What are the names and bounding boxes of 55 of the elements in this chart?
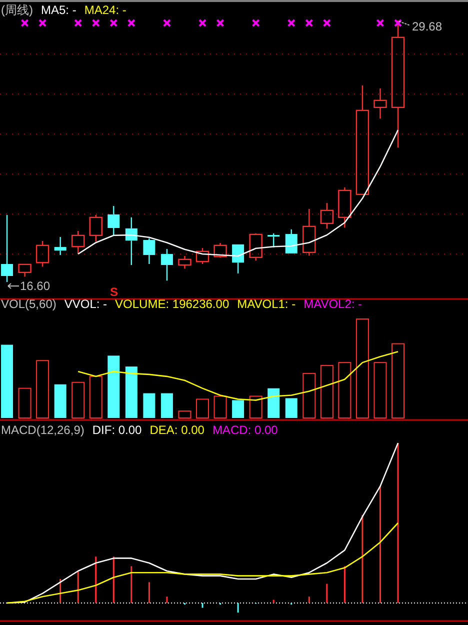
candlestick xyxy=(18,264,32,278)
candlestick xyxy=(338,186,352,228)
bar xyxy=(374,362,387,418)
candlestick xyxy=(54,236,66,256)
bar xyxy=(72,382,85,418)
candlestick xyxy=(268,232,280,248)
bar xyxy=(36,360,50,418)
annotation: MA24: - xyxy=(84,3,126,17)
bar xyxy=(214,396,227,418)
chart-title: VOL(5,60) xyxy=(1,297,56,311)
bar xyxy=(320,365,334,418)
bar xyxy=(196,398,209,418)
chart-title: MACD(12,26,9) xyxy=(1,423,84,437)
bar xyxy=(108,356,120,418)
bar xyxy=(338,362,352,418)
annotation: VOLUME: 196236.00 xyxy=(115,297,230,311)
candlestick xyxy=(356,84,370,195)
candlestick xyxy=(71,230,85,255)
bar xyxy=(54,384,66,418)
bar xyxy=(302,372,316,418)
candlestick xyxy=(160,248,173,282)
text: MACD: 0.00 xyxy=(212,423,278,437)
text: DEA: 0.00 xyxy=(150,423,205,437)
annotation: MAVOL1: - xyxy=(237,297,296,311)
candlestick xyxy=(214,242,227,258)
bar xyxy=(268,388,280,418)
bar xyxy=(178,410,192,418)
candlestick xyxy=(143,238,156,265)
annotation: MAVOL2: - xyxy=(304,297,362,311)
bar xyxy=(249,396,262,418)
bar xyxy=(18,388,32,418)
bar xyxy=(89,376,102,418)
annotation: MA5: - xyxy=(41,3,76,17)
bar xyxy=(160,393,173,418)
chart-title: (周线) xyxy=(1,3,33,17)
annotation: 16.60 xyxy=(20,279,50,293)
candlestick xyxy=(108,205,120,236)
bar xyxy=(125,366,138,418)
candlestick xyxy=(1,214,13,283)
candlestick xyxy=(302,208,316,256)
annotation: VVOL: - xyxy=(64,297,108,311)
text: DIF: 0.00 xyxy=(92,423,142,437)
candlestick xyxy=(320,202,334,230)
bar xyxy=(356,318,369,418)
bar xyxy=(232,400,244,418)
bar xyxy=(392,343,404,418)
bar xyxy=(285,398,298,418)
candlestick xyxy=(249,232,262,262)
bar xyxy=(143,393,156,418)
annotation: S xyxy=(110,285,118,299)
text: 29.68 xyxy=(412,19,442,34)
candlestick xyxy=(178,255,192,270)
bar xyxy=(1,344,13,418)
candlestick xyxy=(391,20,405,148)
candlestick xyxy=(374,88,387,120)
